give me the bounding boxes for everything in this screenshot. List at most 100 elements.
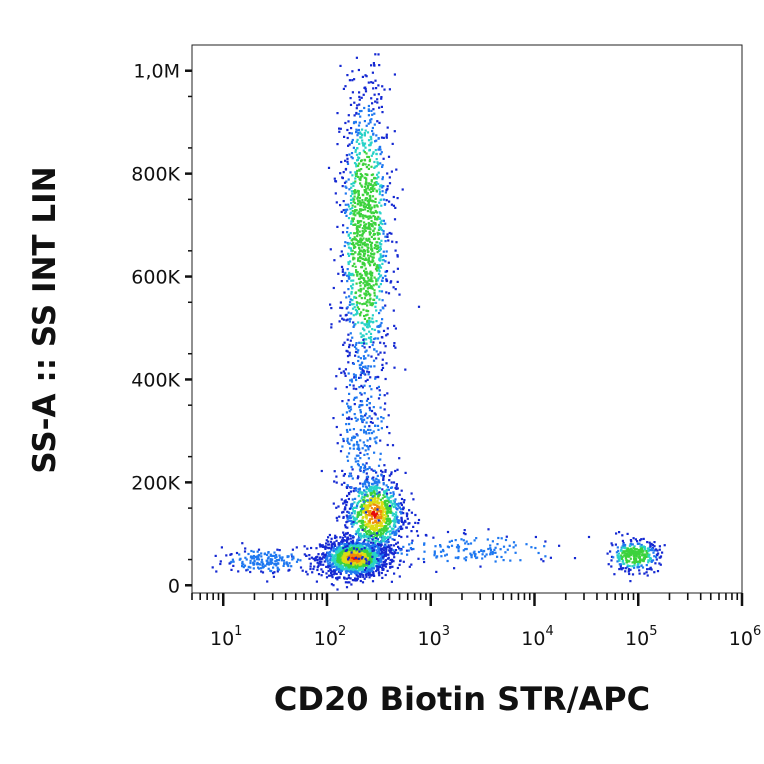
event-dot (628, 568, 631, 572)
event-dot (379, 266, 383, 269)
event-dot (353, 570, 356, 573)
event-dot (365, 314, 368, 317)
event-dot (363, 559, 366, 562)
event-dot (356, 212, 359, 215)
event-dot (663, 544, 666, 547)
event-dot (364, 74, 367, 77)
event-dot (331, 563, 334, 566)
event-dot (369, 271, 372, 274)
event-dot (354, 291, 357, 295)
event-dot (450, 539, 453, 542)
event-dot (380, 219, 383, 222)
event-dot (365, 544, 368, 547)
event-dot (378, 106, 381, 109)
event-dot (370, 468, 373, 471)
event-dot (324, 546, 327, 549)
event-dot (381, 497, 384, 500)
event-dot (363, 550, 366, 553)
event-dot (279, 556, 282, 559)
event-dot (638, 556, 641, 559)
event-dot (366, 287, 369, 290)
event-dot (374, 268, 378, 271)
event-dot (361, 261, 364, 264)
event-dot (376, 241, 379, 244)
event-dot (325, 576, 329, 579)
event-dot (340, 556, 343, 559)
event-dot (653, 541, 656, 544)
event-dot (341, 185, 344, 188)
event-dot (359, 313, 362, 316)
event-dot (353, 238, 356, 241)
event-dot (347, 361, 350, 364)
event-dot (371, 482, 374, 485)
event-dot (339, 555, 342, 558)
event-dot (369, 240, 372, 244)
event-dot (388, 176, 391, 179)
event-dot (367, 365, 370, 368)
event-dot (655, 558, 658, 561)
y-tick-label: 800K (131, 164, 180, 186)
event-dot (382, 516, 385, 519)
event-dot (349, 236, 352, 240)
event-dot (344, 535, 347, 538)
event-dot (342, 510, 345, 514)
event-dot (446, 559, 449, 563)
event-dot (383, 408, 386, 411)
event-dot (356, 351, 359, 354)
event-dot (512, 546, 515, 549)
event-dot (355, 565, 358, 568)
event-dot (373, 160, 376, 164)
event-dot (474, 555, 477, 558)
event-dot (372, 558, 375, 561)
event-dot (339, 306, 342, 309)
event-dot (369, 320, 372, 323)
event-dot (391, 444, 395, 447)
event-dot (370, 515, 373, 518)
event-dot (368, 512, 371, 515)
event-dot (330, 326, 333, 329)
event-dot (380, 555, 383, 558)
event-dot (371, 113, 374, 116)
event-dot (380, 427, 383, 430)
event-dot (649, 544, 652, 548)
event-dot (329, 553, 332, 556)
event-dot (380, 290, 384, 293)
event-dot (320, 574, 323, 577)
event-dot (369, 513, 373, 517)
event-dot (368, 301, 371, 304)
event-dot (646, 547, 649, 550)
event-dot (363, 464, 366, 467)
event-dot (622, 567, 625, 570)
event-dot (374, 513, 377, 516)
event-dot (378, 393, 382, 396)
event-dot (335, 572, 338, 575)
event-dot (371, 129, 374, 133)
event-dot (409, 547, 412, 550)
event-dot (371, 152, 375, 155)
event-dot (343, 273, 346, 276)
event-dot (375, 181, 378, 184)
event-dot (343, 552, 346, 555)
event-dot (356, 242, 359, 245)
event-dot (362, 365, 365, 368)
event-dot (354, 343, 358, 346)
event-dot (354, 308, 357, 312)
event-dot (338, 367, 341, 370)
event-dot (373, 93, 376, 96)
event-dot (375, 269, 379, 272)
event-dot (370, 235, 373, 238)
event-dot (358, 386, 361, 389)
event-dot (390, 232, 393, 235)
event-dot (379, 283, 382, 286)
event-dot (365, 517, 368, 520)
event-dot (357, 446, 360, 449)
event-dot (351, 525, 354, 528)
event-dot (361, 139, 364, 142)
event-dot (380, 557, 383, 560)
event-dot (399, 559, 402, 563)
event-dot (633, 566, 636, 569)
event-dot (382, 556, 385, 559)
event-dot (235, 551, 239, 555)
event-dot (385, 522, 388, 525)
event-dot (389, 566, 392, 569)
